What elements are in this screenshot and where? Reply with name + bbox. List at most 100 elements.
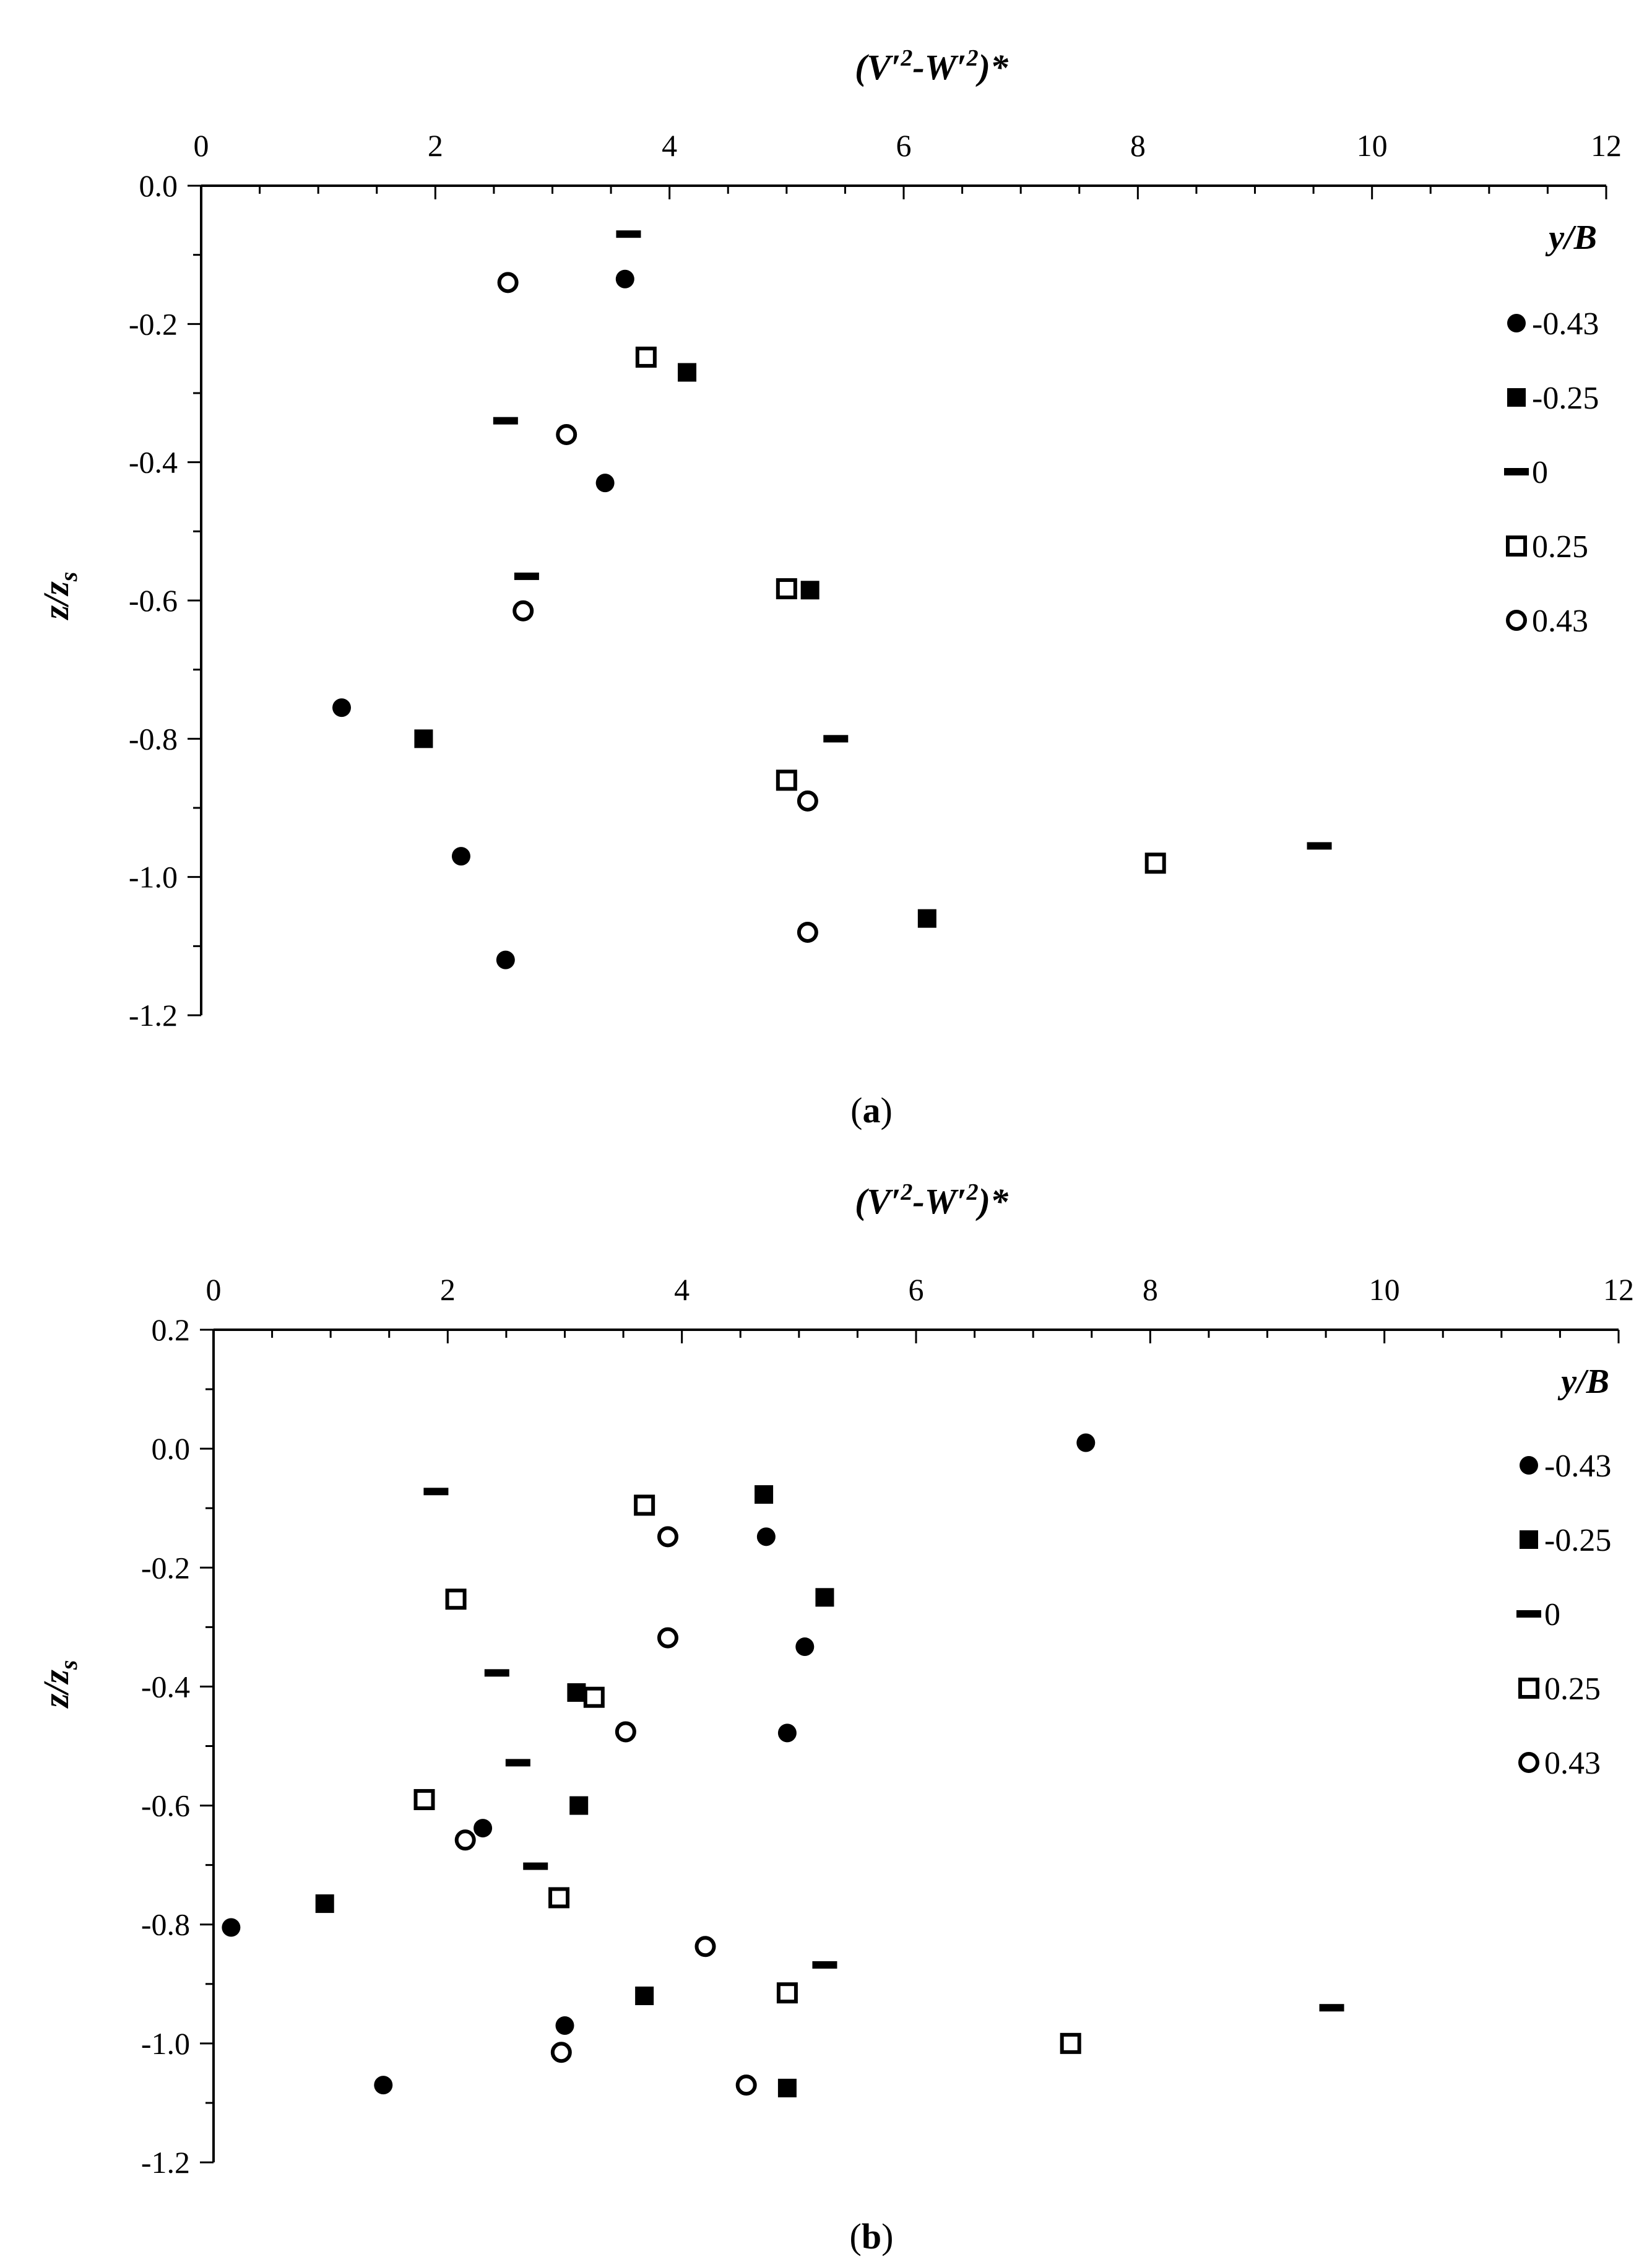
legend-marker-dash bbox=[1516, 1610, 1541, 1618]
x-axis-title-a: (V′2-W′2)* bbox=[855, 45, 1009, 87]
y-tick-label-a: -1.0 bbox=[129, 860, 178, 895]
data-point-filled-circle bbox=[615, 269, 634, 288]
data-point-filled-square bbox=[567, 1683, 586, 1702]
x-tick-label-a: 8 bbox=[1130, 128, 1146, 163]
legend-title-b: y/B bbox=[1557, 1363, 1609, 1401]
legend-label: 0 bbox=[1544, 1597, 1560, 1632]
data-point-filled-circle bbox=[795, 1637, 815, 1657]
data-marks-b bbox=[222, 1433, 1344, 2097]
legend-marker-dash bbox=[1504, 468, 1529, 475]
data-point-dash bbox=[493, 417, 518, 425]
data-point-dash bbox=[484, 1669, 509, 1677]
x-tick-label-b: 2 bbox=[440, 1272, 456, 1307]
data-point-open-circle bbox=[497, 272, 519, 293]
data-point-open-circle bbox=[454, 1829, 476, 1851]
y-tick-label-b: -0.2 bbox=[141, 1550, 190, 1585]
panel-caption-b: (b) bbox=[850, 2216, 894, 2256]
data-point-filled-circle bbox=[595, 474, 615, 493]
y-tick-label-a: -0.6 bbox=[129, 583, 178, 618]
panel-caption-letter-b: b bbox=[862, 2216, 881, 2256]
data-point-dash bbox=[523, 1862, 548, 1870]
legend-a: y/B -0.43 -0.25 0 0.25 0.43 bbox=[1504, 219, 1599, 639]
data-point-open-square bbox=[635, 346, 657, 368]
data-point-open-square bbox=[445, 1589, 467, 1610]
y-tick-label-b: 0.0 bbox=[152, 1431, 191, 1466]
data-point-dash bbox=[1307, 842, 1332, 850]
axes-a: 0 2 4 6 8 10 12 0.0 -0.2 -0.4 -0.6 -0.8 -1.0 -1.2 bbox=[129, 128, 1622, 1033]
data-point-open-circle bbox=[657, 1627, 678, 1649]
x-tick-label-b: 8 bbox=[1143, 1272, 1158, 1307]
legend-b: y/B -0.43 -0.25 0 0.25 0.43 bbox=[1516, 1363, 1611, 1781]
x-tick-label-a: 4 bbox=[662, 128, 677, 163]
y-tick-label-b: -0.8 bbox=[141, 1907, 190, 1942]
data-point-open-square bbox=[1060, 2032, 1081, 2054]
data-point-dash bbox=[1319, 2004, 1344, 2012]
chart-panel-a: (V′2-W′2)* z/zs 0 2 4 6 8 10 120.0-0.2-0.4-0.6… bbox=[36, 45, 1622, 1130]
data-marks-a bbox=[332, 230, 1332, 969]
data-point-filled-square bbox=[414, 729, 433, 748]
axes-b: 0 2 4 6 8 10 12 0.2 0.0 -0.2 -0.4 -0.6 -0.8 -1.0 -1.2 bbox=[141, 1272, 1634, 2180]
data-point-filled-square bbox=[917, 909, 936, 928]
data-point-open-circle bbox=[556, 424, 577, 445]
data-point-open-square bbox=[634, 1494, 655, 1516]
data-point-open-square bbox=[776, 1982, 798, 2004]
data-point-open-square bbox=[776, 769, 797, 791]
x-tick-label-a: 12 bbox=[1591, 128, 1622, 163]
y-tick-label-a: -0.4 bbox=[129, 445, 178, 480]
chart-panel-b: (V′2-W′2)* z/zs 0 2 4 6 8 10 12 0.2 0.0 -0.2 -0.4 -… bbox=[36, 1179, 1634, 2256]
legend-marker-filled-square bbox=[1520, 1530, 1538, 1549]
legend-marker-open-circle bbox=[1518, 1752, 1539, 1773]
y-tick-label-b: -1.2 bbox=[141, 2145, 190, 2180]
x-axis-title-b: (V′2-W′2)* bbox=[855, 1179, 1009, 1221]
x-tick-label-b: 12 bbox=[1603, 1272, 1634, 1307]
data-point-filled-square bbox=[569, 1796, 589, 1815]
data-point-filled-square bbox=[777, 2078, 797, 2097]
x-tick-label-b: 0 bbox=[206, 1272, 222, 1307]
data-point-filled-circle bbox=[451, 847, 470, 866]
y-axis-title-b: z/zs bbox=[36, 1660, 82, 1709]
data-point-filled-circle bbox=[496, 950, 515, 969]
data-point-filled-square bbox=[678, 363, 697, 382]
legend-marker-open-circle bbox=[1506, 610, 1527, 631]
data-point-filled-circle bbox=[756, 1527, 776, 1546]
legend-label: 0.43 bbox=[1544, 1746, 1601, 1781]
legend-label: -0.25 bbox=[1532, 381, 1599, 416]
legend-label: 0.25 bbox=[1544, 1671, 1601, 1707]
data-point-filled-circle bbox=[777, 1723, 797, 1743]
data-point-open-circle bbox=[657, 1526, 678, 1548]
data-point-filled-circle bbox=[374, 2076, 393, 2095]
data-point-open-square bbox=[583, 1686, 605, 1708]
panel-caption-letter-a: a bbox=[863, 1090, 881, 1130]
data-point-dash bbox=[514, 572, 539, 580]
data-point-dash bbox=[423, 1488, 449, 1496]
y-tick-label-a: -0.8 bbox=[129, 721, 178, 756]
data-point-open-square bbox=[413, 1788, 435, 1810]
data-point-dash bbox=[812, 1961, 837, 1969]
data-point-filled-circle bbox=[1076, 1433, 1096, 1452]
data-point-open-circle bbox=[512, 600, 534, 622]
legend-marker-filled-circle bbox=[1507, 314, 1526, 332]
x-tick-label-a: 10 bbox=[1357, 128, 1388, 163]
data-point-open-circle bbox=[797, 922, 818, 943]
data-point-filled-square bbox=[635, 1987, 654, 2005]
data-point-open-square bbox=[548, 1887, 570, 1909]
y-tick-label-a: 0.0 bbox=[139, 168, 178, 203]
legend-marker-open-square bbox=[1506, 535, 1527, 557]
y-tick-label-b: -1.0 bbox=[141, 2026, 190, 2061]
data-point-open-circle bbox=[615, 1721, 636, 1743]
legend-label: 0 bbox=[1532, 455, 1548, 490]
data-point-filled-square bbox=[755, 1485, 774, 1504]
data-point-dash bbox=[505, 1759, 530, 1767]
data-point-open-square bbox=[1144, 852, 1166, 874]
legend-marker-filled-square bbox=[1507, 388, 1526, 407]
y-tick-label-a: -0.2 bbox=[129, 306, 178, 341]
data-point-open-circle bbox=[694, 1936, 716, 1957]
x-tick-label-a: 2 bbox=[428, 128, 443, 163]
legend-title-a: y/B bbox=[1545, 219, 1597, 257]
y-tick-label-b: 0.2 bbox=[152, 1312, 191, 1347]
legend-label: 0.25 bbox=[1532, 529, 1588, 565]
x-tick-label-a: 0 bbox=[194, 128, 209, 163]
legend-marker-filled-circle bbox=[1520, 1456, 1538, 1475]
